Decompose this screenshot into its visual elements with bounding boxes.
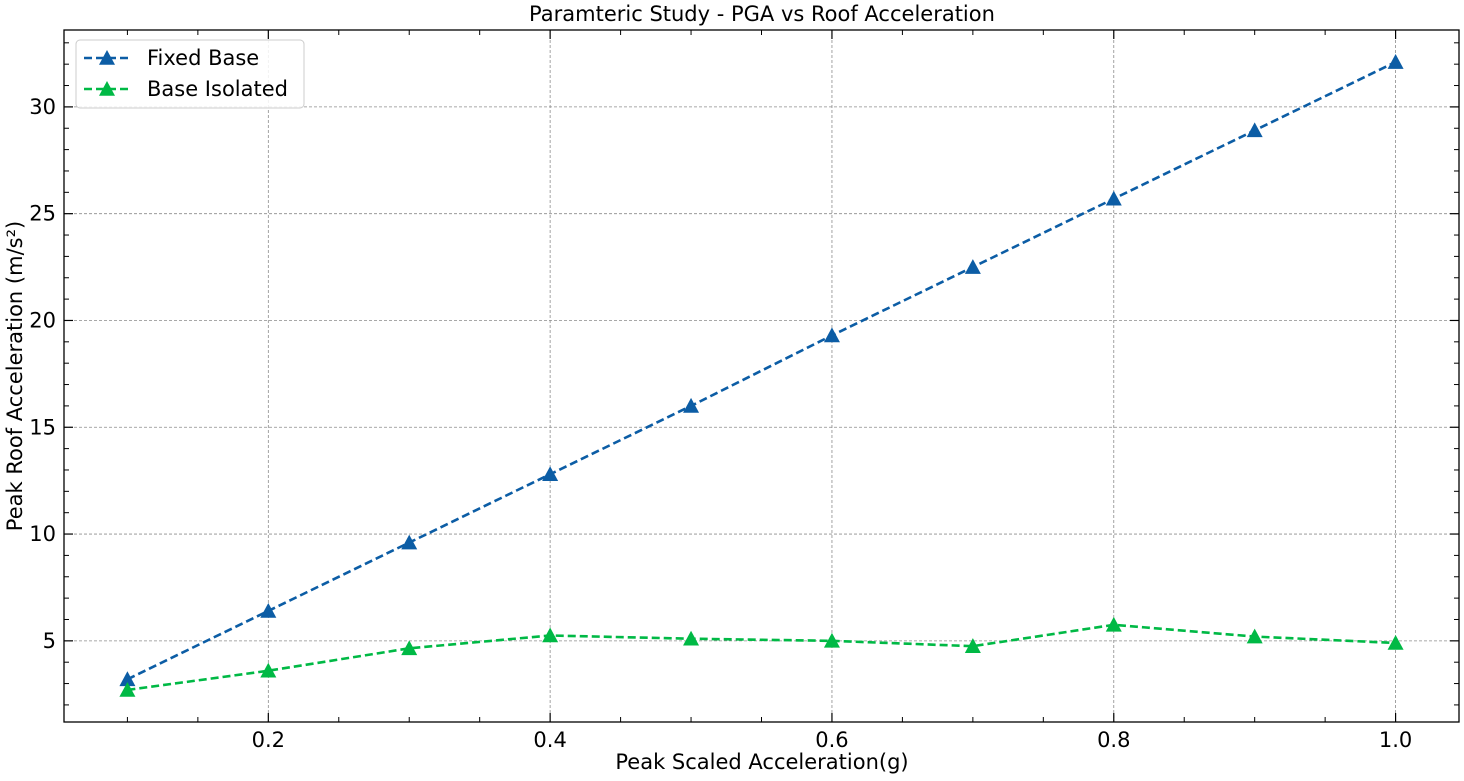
y-tick-label: 10: [29, 522, 56, 546]
data-point-base-isolated: [1246, 628, 1263, 644]
y-tick-label: 5: [43, 629, 56, 653]
x-tick-label: 0.8: [1097, 728, 1130, 752]
data-point-fixed-base: [1246, 122, 1263, 138]
data-point-fixed-base: [260, 602, 277, 618]
legend-label-fixed-base: Fixed Base: [147, 46, 259, 70]
data-point-base-isolated: [119, 681, 136, 697]
legend-marker-base-isolated: [99, 81, 115, 96]
series-line-base-isolated: [127, 623, 1396, 692]
data-point-fixed-base: [964, 259, 981, 274]
tick-labels: 0.2 0.4 0.6 0.8 1.0 5 10 15 20 25 30: [29, 95, 1412, 752]
legend-label-base-isolated: Base Isolated: [147, 77, 288, 101]
chart-title: Paramteric Study - PGA vs Roof Accelerat…: [529, 2, 995, 26]
x-tick-label: 0.4: [533, 728, 566, 752]
legend-marker-fixed-base: [99, 50, 115, 65]
data-point-fixed-base: [542, 466, 559, 482]
data-point-fixed-base: [1387, 54, 1404, 69]
data-point-fixed-base: [401, 534, 418, 550]
y-tick-label: 30: [29, 95, 56, 119]
data-point-base-isolated: [1105, 616, 1122, 632]
y-tick-label: 15: [29, 415, 56, 439]
x-tick-label: 0.2: [252, 728, 285, 752]
data-point-base-isolated: [683, 630, 700, 646]
series-line-fixed-base: [126, 60, 1397, 681]
legend: Fixed Base Base Isolated: [75, 39, 305, 109]
y-axis-label: Peak Roof Acceleration (m/s²): [3, 221, 27, 531]
data-point-fixed-base: [1105, 190, 1122, 206]
data-point-base-isolated: [1387, 634, 1404, 650]
data-point-base-isolated: [542, 627, 559, 643]
plot-frame: [63, 29, 1460, 723]
y-tick-label: 25: [29, 202, 56, 226]
data-point-fixed-base: [683, 397, 700, 413]
y-tick-label: 20: [29, 308, 56, 332]
data-point-fixed-base: [823, 327, 840, 343]
data-point-base-isolated: [260, 662, 277, 678]
data-point-fixed-base: [119, 671, 136, 687]
data-point-base-isolated: [823, 632, 840, 648]
data-point-base-isolated: [964, 638, 981, 653]
x-tick-label: 0.6: [815, 728, 848, 752]
data-point-base-isolated: [401, 640, 418, 656]
axis-ticks: [64, 30, 1459, 722]
legend-box: [75, 39, 305, 109]
x-tick-label: 1.0: [1379, 728, 1412, 752]
series-layer: [119, 54, 1404, 697]
x-axis-label: Peak Scaled Acceleration(g): [615, 750, 908, 774]
